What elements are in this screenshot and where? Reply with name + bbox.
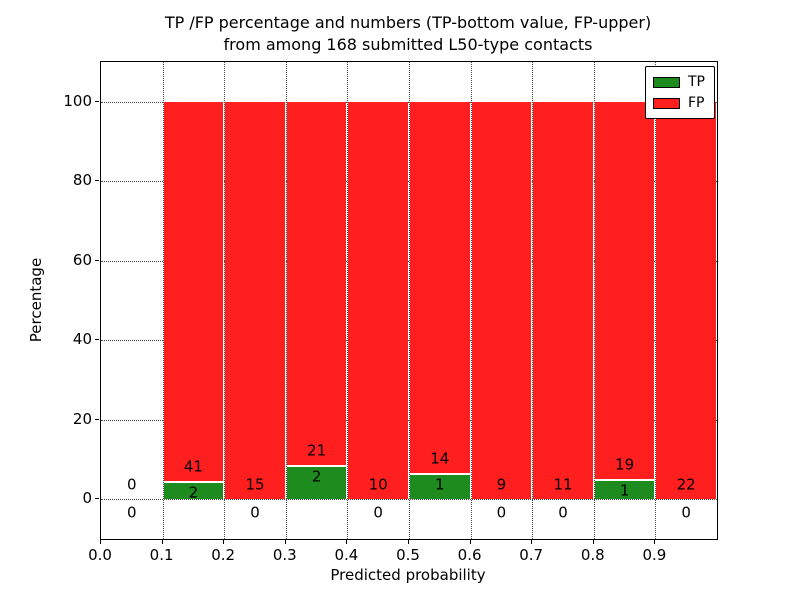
- fp-count-label: 0: [127, 475, 137, 494]
- tp-count-label: 2: [188, 483, 199, 502]
- x-gridline: [347, 62, 349, 539]
- x-gridline: [162, 62, 164, 539]
- x-tick-label: 0.1: [149, 546, 174, 564]
- y-tick-mark: [95, 259, 99, 261]
- x-tick-mark: [592, 540, 594, 544]
- stacked-bar: [471, 101, 532, 500]
- x-tick-mark: [161, 540, 163, 544]
- x-tick-label: 0.2: [211, 546, 236, 564]
- stacked-bar: [594, 101, 655, 500]
- bar-tp-segment: [410, 472, 470, 500]
- bar-tp-segment: [286, 464, 347, 500]
- x-tick-mark: [469, 540, 471, 544]
- tp-count-label: 0: [681, 503, 691, 522]
- tp-count-label: 1: [435, 475, 445, 494]
- tp-count-label: 2: [311, 467, 322, 486]
- tp-count-label: 0: [250, 503, 260, 522]
- tp-count-label: 0: [496, 503, 507, 522]
- y-gridline: [101, 499, 717, 501]
- x-tick-label: 0.5: [396, 546, 420, 564]
- legend: TP FP: [645, 66, 715, 119]
- x-gridline: [593, 62, 595, 539]
- fp-count-label: 10: [368, 475, 388, 494]
- y-tick-label: 0: [82, 489, 92, 508]
- x-tick-mark: [223, 540, 225, 544]
- tp-count-label: 1: [619, 481, 630, 500]
- chart-title-line1: TP /FP percentage and numbers (TP-bottom…: [164, 13, 652, 32]
- legend-label-tp: TP: [688, 74, 705, 90]
- bar-tp-segment: [594, 479, 655, 500]
- y-gridline: [101, 260, 717, 262]
- y-tick-label: 100: [63, 91, 92, 110]
- stacked-bar: [410, 101, 470, 500]
- x-tick-label: 0.8: [580, 546, 605, 564]
- y-tick-mark: [95, 339, 99, 341]
- fp-count-label: 19: [615, 455, 635, 474]
- fp-count-label: 11: [553, 475, 573, 494]
- fp-count-label: 15: [245, 475, 265, 494]
- x-gridline: [285, 62, 287, 539]
- x-gridline: [470, 62, 472, 539]
- chart-title: TP /FP percentage and numbers (TP-bottom…: [100, 12, 716, 56]
- y-tick-mark: [95, 418, 99, 420]
- x-gridline: [224, 62, 226, 539]
- x-tick-label: 0.6: [457, 546, 482, 564]
- x-tick-mark: [100, 540, 101, 544]
- y-tick-label: 40: [72, 330, 92, 349]
- y-tick-label: 60: [72, 250, 92, 269]
- x-gridline: [655, 62, 657, 539]
- x-tick-label: 0.9: [642, 546, 667, 564]
- legend-item-fp: FP: [653, 96, 705, 110]
- y-tick-mark: [95, 100, 99, 102]
- fp-count-label: 9: [496, 475, 507, 494]
- legend-item-tp: TP: [653, 75, 705, 89]
- fp-color-swatch: [653, 97, 680, 109]
- y-tick-mark: [95, 498, 99, 500]
- stacked-bar: [163, 101, 224, 500]
- stacked-bar: [286, 101, 347, 500]
- x-tick-mark: [654, 540, 656, 544]
- x-tick-label: 0.3: [272, 546, 297, 564]
- y-gridline: [101, 340, 717, 342]
- x-tick-mark: [346, 540, 348, 544]
- stacked-bar: [533, 101, 593, 500]
- y-tick-mark: [95, 180, 99, 182]
- tp-count-label: 0: [558, 503, 568, 522]
- fp-count-label: 14: [430, 449, 450, 468]
- bar-tp-segment: [163, 480, 224, 500]
- x-tick-label: 0.4: [334, 546, 359, 564]
- y-gridline: [101, 419, 717, 421]
- fp-count-label: 21: [307, 441, 327, 460]
- y-axis-label: Percentage: [27, 257, 45, 343]
- stacked-bar: [348, 101, 408, 500]
- x-gridline: [532, 62, 534, 539]
- y-tick-label: 80: [72, 171, 92, 190]
- legend-label-fp: FP: [688, 95, 705, 111]
- chart-title-line2: from among 168 submitted L50-type contac…: [223, 35, 593, 54]
- fp-count-label: 41: [183, 457, 203, 476]
- tp-color-swatch: [653, 76, 680, 88]
- x-tick-mark: [284, 540, 286, 544]
- fp-count-label: 22: [676, 475, 696, 494]
- y-gridline: [101, 181, 717, 183]
- x-tick-mark: [408, 540, 409, 544]
- x-gridline: [409, 62, 410, 539]
- y-gridline: [101, 101, 717, 103]
- x-tick-mark: [531, 540, 533, 544]
- plot-area: 0 0 41 2 15 0 21 2 10 0 14 1 9 0 11 0 19 1 22 0: [100, 61, 718, 540]
- x-axis-label: Predicted probability: [330, 566, 486, 584]
- x-tick-label: 0.7: [519, 546, 544, 564]
- tp-count-label: 0: [373, 503, 383, 522]
- x-tick-label: 0.0: [88, 546, 112, 564]
- stacked-bar: [656, 101, 716, 500]
- tp-count-label: 0: [127, 503, 137, 522]
- stacked-bar: [225, 101, 285, 500]
- y-tick-label: 20: [72, 409, 92, 428]
